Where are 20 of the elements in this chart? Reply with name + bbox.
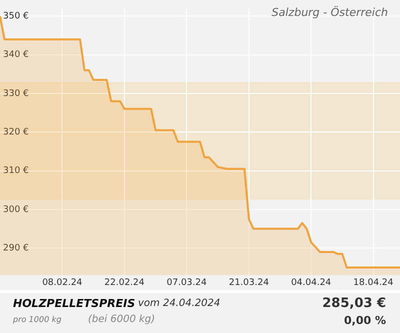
x-tick-label: 18.04.24 <box>353 278 394 288</box>
y-tick-label: 290 € <box>3 243 30 254</box>
y-tick-label: 310 € <box>3 166 30 176</box>
y-tick-label: 340 € <box>3 50 30 60</box>
y-tick-label: 330 € <box>3 88 30 99</box>
x-tick-label: 04.04.24 <box>291 278 332 288</box>
x-tick-label: 07.03.24 <box>166 278 207 288</box>
text: pro 1000 kg <box>13 315 62 324</box>
text: HOLZPELLETSPREIS <box>13 297 136 310</box>
y-tick-label: 300 € <box>3 204 30 215</box>
text: 0,00 % <box>344 314 386 327</box>
text: vom 24.04.2024 <box>138 298 220 309</box>
x-tick-label: 22.02.24 <box>104 278 145 288</box>
y-tick-label: 320 € <box>3 127 30 138</box>
y-tick-label: 350 € <box>3 11 30 22</box>
chart-subtitle: Salzburg - Österreich <box>272 6 388 19</box>
x-tick-label: 21.03.24 <box>228 278 270 288</box>
text: (bei 6000 kg) <box>88 314 156 325</box>
x-tick-label: 08.02.24 <box>42 278 83 288</box>
text: 285,03 € <box>322 296 386 311</box>
